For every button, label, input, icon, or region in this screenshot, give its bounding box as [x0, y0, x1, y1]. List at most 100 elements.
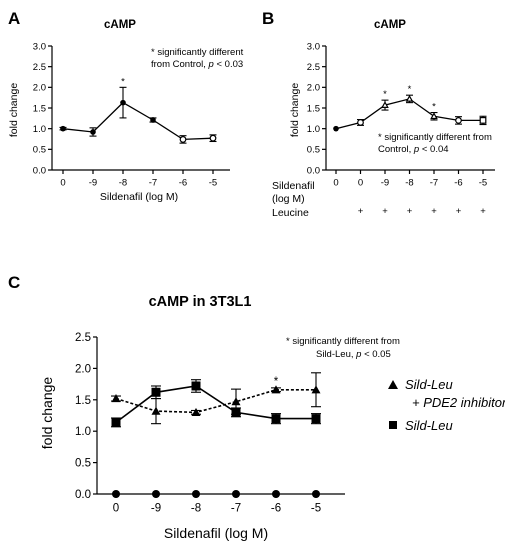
panel-a-chart: cAMP fold change Sildenafil (log M) * si… — [8, 19, 244, 203]
panel-b-series-0-point — [430, 112, 438, 120]
panel-a-y-tick-label: 2.0 — [33, 83, 46, 94]
panel-b-ylabel: fold change — [289, 83, 301, 137]
panel-c-series-0-point — [191, 407, 201, 416]
panel-a-series-0-point — [60, 125, 66, 132]
panel-b-leucine-label: Leucine — [272, 207, 309, 219]
panel-a-annotation-threshold: < 0.03 — [214, 59, 243, 70]
panel-b-x-tick-label: -9 — [381, 178, 389, 189]
panel-c-series-1-point — [231, 407, 241, 417]
panel-b-title: cAMP — [374, 19, 406, 31]
panel-b-series-0-point — [333, 125, 339, 132]
panel-c-significance-star: * — [274, 376, 279, 388]
panel-b-annotation: * significantly different from Control, … — [378, 132, 492, 155]
panel-b-series-0-point — [357, 119, 364, 126]
panel-a-x-tick-label: -5 — [209, 178, 217, 189]
panel-c-annotation-line2: Sild-Leu, p < 0.05 — [316, 349, 391, 360]
panel-a-xlabel: Sildenafil (log M) — [100, 191, 178, 203]
panel-c-series-1-point — [151, 387, 161, 397]
panel-c-y-tick-label: 0.0 — [75, 489, 91, 501]
panel-b-y-tick-label: 3.0 — [307, 41, 320, 52]
panel-b-annotation-line2: Control, p < 0.04 — [378, 144, 449, 155]
panel-c-annotation-p: p — [355, 349, 361, 360]
panel-b-annotation-line1: * significantly different from — [378, 132, 492, 143]
panel-c-x-tick-label: 0 — [113, 503, 119, 515]
panel-c-series-1-point — [271, 414, 281, 424]
panel-b-y-tick-label: 1.0 — [307, 124, 320, 135]
panel-a-significance-star: * — [121, 76, 125, 87]
panel-b-leucine-mark: + — [382, 206, 388, 217]
panel-b-x-tick-label: -7 — [430, 178, 438, 189]
panel-c-series-0-point — [271, 385, 281, 394]
panel-a-annotation-line2: from Control, p < 0.03 — [151, 59, 243, 70]
panel-b-sildenafil-unit: (log M) — [272, 193, 305, 205]
panel-c-letter: C — [8, 273, 20, 292]
panel-a-series-0-point — [209, 134, 217, 142]
panel-c-annotation: * significantly different from Sild-Leu,… — [286, 336, 400, 360]
panel-a-series-0-line — [62, 101, 214, 141]
panel-c-series-1-line — [115, 385, 316, 424]
panel-c-series-0-line — [115, 389, 316, 414]
panel-c-y-tick-label: 2.0 — [75, 363, 91, 375]
panel-c-series-1-point — [191, 381, 201, 391]
panel-c-annotation-threshold: < 0.05 — [361, 349, 390, 360]
panel-b-leucine-mark: + — [480, 206, 486, 217]
panel-c-x-tick-label: -5 — [311, 503, 321, 515]
panel-c-x-tick-label: -6 — [271, 503, 281, 515]
panel-a-annotation-p: p — [208, 59, 214, 70]
panel-a-ylabel: fold change — [8, 83, 20, 137]
legend-sild-leu-pde2-line2: + PDE2 inhibitor — [412, 395, 505, 410]
legend-sild-leu: Sild-Leu — [405, 418, 453, 433]
panel-b-significance-star: * — [383, 89, 387, 100]
panel-a-y-tick-label: 3.0 — [33, 41, 46, 52]
panel-a-y-tick-label: 0.5 — [33, 145, 46, 156]
panel-c-series-0-point — [231, 397, 241, 406]
panel-b-sildenafil-label: Sildenafil — [272, 180, 315, 192]
panel-b-series-0-point — [455, 116, 462, 124]
panel-b-annotation-p: p — [413, 144, 419, 155]
panel-c-baseline-point — [232, 490, 240, 498]
panel-c-series-0-point — [151, 406, 161, 415]
panel-c-series-0-point — [111, 394, 121, 403]
panel-a-series-0-point — [150, 117, 156, 123]
panel-c-legend: Sild-Leu + PDE2 inhibitor Sild-Leu — [388, 377, 505, 433]
legend-sild-leu-pde2-line1: Sild-Leu — [405, 377, 453, 392]
panel-c-series-1-point — [111, 417, 121, 427]
panel-b-annotation-threshold: < 0.04 — [419, 144, 448, 155]
panel-b-y-tick-label: 2.0 — [307, 83, 320, 94]
panel-c-chart: cAMP in 3T3L1 fold change Sildenafil (lo… — [39, 294, 505, 541]
panel-a-letter: A — [8, 9, 20, 28]
panel-c-annotation-line1: * significantly different from — [286, 336, 400, 347]
panel-b-chart: cAMP fold change * significantly differe… — [272, 19, 495, 219]
panel-b-significance-star: * — [432, 102, 436, 113]
panel-a-annotation-text: from Control, — [151, 59, 209, 70]
panel-b-series-0-point — [381, 101, 389, 108]
panel-c-ylabel: fold change — [39, 377, 55, 450]
panel-a-title: cAMP — [104, 19, 136, 31]
panel-b-x-tick-label: 0 — [333, 178, 338, 189]
panel-c-y-tick-label: 1.5 — [75, 395, 91, 407]
panel-c-xlabel: Sildenafil (log M) — [164, 525, 268, 541]
panel-a-y-tick-label: 0.0 — [33, 165, 46, 176]
panel-b-x-tick-label: 0 — [358, 178, 363, 189]
panel-c-y-tick-label: 0.5 — [75, 458, 91, 470]
panel-b-x-tick-label: -6 — [454, 178, 462, 189]
panel-a-x-tick-label: -6 — [179, 178, 187, 189]
panel-b-leucine-mark: + — [431, 206, 437, 217]
panel-a-x-tick-label: -7 — [149, 178, 157, 189]
panel-c-y-tick-label: 1.0 — [75, 426, 91, 438]
panel-c-y-tick-label: 2.5 — [75, 332, 91, 344]
panel-b-leucine-mark: + — [358, 206, 364, 217]
panel-c-baseline-point — [312, 490, 320, 498]
panel-b-x-tick-label: -8 — [405, 178, 413, 189]
panel-b-y-tick-label: 1.5 — [307, 103, 320, 114]
panel-a-x-tick-label: -8 — [119, 178, 127, 189]
panel-b-leucine-mark: + — [456, 206, 462, 217]
panel-c-annotation-text: Sild-Leu, — [316, 349, 356, 360]
panel-a-y-tick-label: 1.5 — [33, 103, 46, 114]
legend-square-marker — [389, 421, 397, 429]
panel-b-significance-star: * — [408, 84, 412, 95]
panel-a-annotation-line1: * significantly different — [151, 47, 244, 58]
panel-c-series-0-point — [311, 385, 321, 394]
panel-b-x-tick-label: -5 — [479, 178, 487, 189]
